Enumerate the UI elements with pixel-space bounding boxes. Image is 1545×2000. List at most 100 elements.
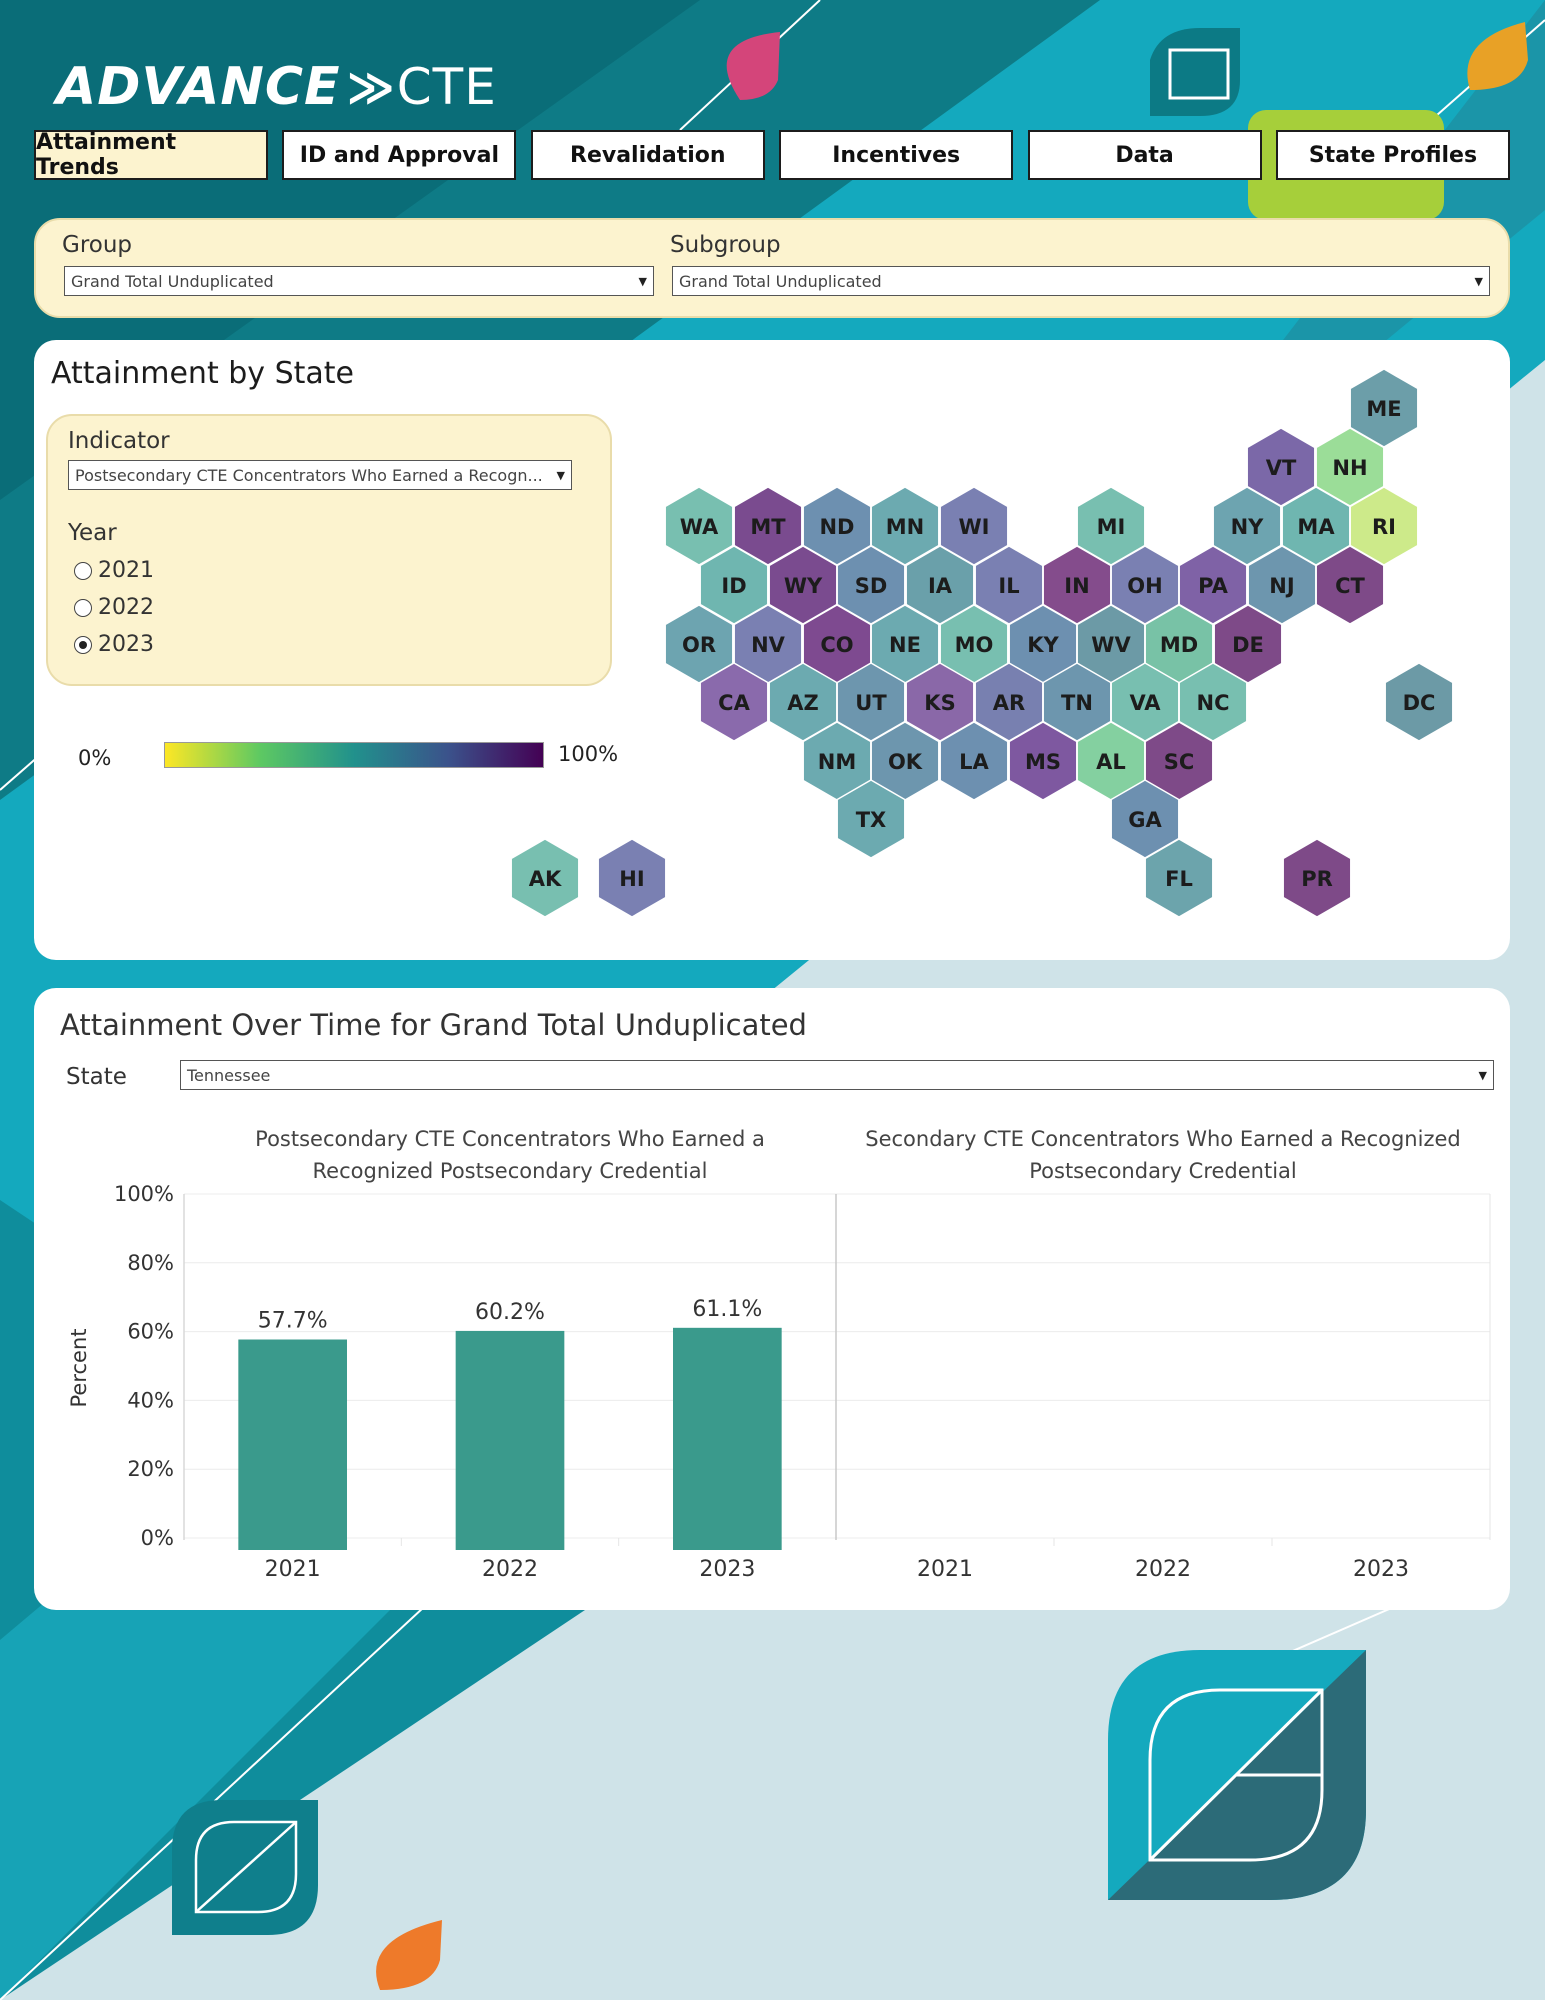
state-hex-label: NC xyxy=(1197,691,1230,715)
state-hex-mo[interactable]: MO xyxy=(939,604,1009,684)
data-label: 60.2% xyxy=(475,1300,545,1325)
state-hex-de[interactable]: DE xyxy=(1213,604,1283,684)
state-hex-label: SD xyxy=(855,574,888,598)
state-hex-ct[interactable]: CT xyxy=(1315,545,1385,625)
x-tick-label: 2021 xyxy=(265,1557,321,1582)
state-hex-nh[interactable]: NH xyxy=(1315,427,1385,507)
state-hex-la[interactable]: LA xyxy=(939,721,1009,801)
state-hex-label: MD xyxy=(1160,633,1198,657)
state-hex-mi[interactable]: MI xyxy=(1076,486,1146,566)
state-hex-label: ND xyxy=(819,515,854,539)
state-hex-label: AK xyxy=(529,867,562,891)
state-hex-mt[interactable]: MT xyxy=(733,486,803,566)
state-hex-pr[interactable]: PR xyxy=(1282,838,1352,918)
tab-id-and-approval[interactable]: ID and Approval xyxy=(282,130,517,180)
state-hex-md[interactable]: MD xyxy=(1144,604,1214,684)
state-hex-label: OR xyxy=(682,633,716,657)
state-hex-ia[interactable]: IA xyxy=(905,545,975,625)
state-hex-label: WI xyxy=(959,515,990,539)
state-hex-label: KY xyxy=(1027,633,1059,657)
subgroup-select[interactable]: Grand Total Unduplicated ▼ xyxy=(672,266,1490,296)
state-hex-al[interactable]: AL xyxy=(1076,721,1146,801)
state-hex-shape xyxy=(1315,545,1385,625)
state-hex-label: AZ xyxy=(787,691,818,715)
state-hex-or[interactable]: OR xyxy=(664,604,734,684)
state-hex-oh[interactable]: OH xyxy=(1110,545,1180,625)
indicator-filter-box: Indicator Postsecondary CTE Concentrator… xyxy=(46,414,612,686)
filter-bar: Group Grand Total Unduplicated ▼ Subgrou… xyxy=(34,218,1510,318)
state-hex-label: GA xyxy=(1128,808,1162,832)
state-hex-label: IA xyxy=(928,574,953,598)
state-hex-sd[interactable]: SD xyxy=(836,545,906,625)
x-tick-label: 2022 xyxy=(482,1557,538,1582)
state-hex-shape xyxy=(1282,838,1352,918)
state-hex-label: HI xyxy=(619,867,644,891)
legend-min-label: 0% xyxy=(78,746,112,770)
y-tick-label: 20% xyxy=(127,1457,174,1481)
state-hex-ga[interactable]: GA xyxy=(1110,779,1180,859)
state-hex-label: MN xyxy=(886,515,924,539)
state-hex-label: PR xyxy=(1301,867,1333,891)
state-hex-ut[interactable]: UT xyxy=(836,662,906,742)
state-hex-label: CO xyxy=(820,633,853,657)
state-hex-hi[interactable]: HI xyxy=(597,838,667,918)
state-hex-map: ME VT NH WA MT ND MN WI MI NY MA RI ID WY SD IA IL IN OH PA… xyxy=(510,368,1454,918)
year-option-label: 2021 xyxy=(98,558,154,583)
state-hex-label: IN xyxy=(1064,574,1089,598)
tab-attainment-trends[interactable]: Attainment Trends xyxy=(34,130,268,180)
state-hex-nc[interactable]: NC xyxy=(1178,662,1248,742)
state-hex-ok[interactable]: OK xyxy=(870,721,940,801)
state-hex-label: IL xyxy=(998,574,1019,598)
panel-title-line: Recognized Postsecondary Credential xyxy=(313,1159,708,1183)
year-option-2023[interactable]: 2023 xyxy=(74,632,154,657)
state-hex-me[interactable]: ME xyxy=(1349,368,1419,448)
state-hex-wa[interactable]: WA xyxy=(664,486,734,566)
state-hex-in[interactable]: IN xyxy=(1042,545,1112,625)
state-select[interactable]: Tennessee ▼ xyxy=(180,1060,1494,1090)
data-label: 61.1% xyxy=(692,1297,762,1322)
bar-2023[interactable] xyxy=(673,1327,782,1550)
tab-revalidation[interactable]: Revalidation xyxy=(530,130,765,180)
state-hex-ny[interactable]: NY xyxy=(1212,486,1282,566)
state-hex-ks[interactable]: KS xyxy=(905,662,975,742)
subgroup-label: Subgroup xyxy=(670,232,781,258)
chevron-down-icon: ▼ xyxy=(638,274,647,288)
state-hex-dc[interactable]: DC xyxy=(1384,662,1454,742)
attainment-over-time-panel: Percent 0% 20% 40% 60% 80% 100% Postsecondary C… xyxy=(34,988,1510,1610)
state-hex-id[interactable]: ID xyxy=(699,545,769,625)
indicator-select[interactable]: Postsecondary CTE Concentrators Who Earn… xyxy=(68,460,572,490)
tab-incentives[interactable]: Incentives xyxy=(779,130,1014,180)
legend-gradient-bar xyxy=(164,742,544,768)
state-hex-label: CT xyxy=(1335,574,1365,598)
group-select[interactable]: Grand Total Unduplicated ▼ xyxy=(64,266,654,296)
year-option-2022[interactable]: 2022 xyxy=(74,595,154,620)
year-option-2021[interactable]: 2021 xyxy=(74,558,154,583)
state-hex-label: PA xyxy=(1198,574,1228,598)
state-hex-wi[interactable]: WI xyxy=(939,486,1009,566)
state-hex-label: MA xyxy=(1297,515,1335,539)
bar-2021[interactable] xyxy=(238,1339,347,1550)
state-hex-ne[interactable]: NE xyxy=(870,604,940,684)
state-hex-label: MT xyxy=(750,515,786,539)
state-hex-ky[interactable]: KY xyxy=(1008,604,1078,684)
year-label: Year xyxy=(68,520,117,546)
state-hex-label: NE xyxy=(889,633,921,657)
state-hex-mn[interactable]: MN xyxy=(870,486,940,566)
bar-2022[interactable] xyxy=(455,1330,565,1550)
state-hex-ca[interactable]: CA xyxy=(699,662,769,742)
tab-data[interactable]: Data xyxy=(1027,130,1262,180)
state-hex-fl[interactable]: FL xyxy=(1144,838,1214,918)
state-hex-tx[interactable]: TX xyxy=(836,779,906,859)
attainment-bar-chart: Percent 0% 20% 40% 60% 80% 100% Postsecondary C… xyxy=(67,1127,1491,1582)
state-hex-label: VT xyxy=(1266,456,1297,480)
state-hex-ak[interactable]: AK xyxy=(510,838,580,918)
panel-title-line: Postsecondary CTE Concentrators Who Earn… xyxy=(255,1127,765,1151)
state-hex-label: TX xyxy=(856,808,887,832)
radio-button-icon xyxy=(74,561,92,580)
state-hex-label: MS xyxy=(1025,750,1061,774)
state-hex-co[interactable]: CO xyxy=(802,604,872,684)
chevron-down-icon: ▼ xyxy=(1478,1068,1487,1082)
state-hex-vt[interactable]: VT xyxy=(1246,427,1316,507)
state-hex-sc[interactable]: SC xyxy=(1144,721,1214,801)
tab-state-profiles[interactable]: State Profiles xyxy=(1275,130,1510,180)
